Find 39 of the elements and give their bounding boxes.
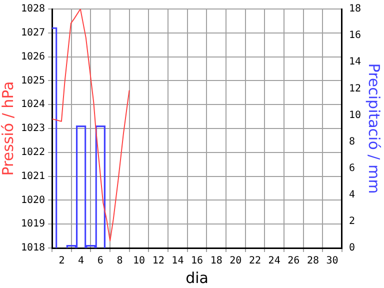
x-tick-label: 26 [288,256,300,267]
y-tick-label: 1020 [20,194,46,206]
y2-tick-label: 2 [348,216,355,228]
y2-tick-label: 6 [348,162,355,174]
y-tick-label: 1025 [20,75,46,86]
y2-tick-label: 18 [348,4,362,15]
y2-tick-label: 8 [348,136,355,148]
x-tick-label: 8 [116,256,123,267]
y-tick-label: 1026 [20,51,46,62]
y-tick-label: 1021 [20,170,46,182]
x-tick-label: 22 [248,256,262,267]
y2-tick-label: 4 [348,189,355,200]
y2-tick-label: 10 [348,110,362,121]
x-tick-label: 2 [58,256,65,267]
y2-tick-label: 0 [348,242,355,254]
x-tick-label: 12 [152,256,164,267]
x-tick-label: 18 [210,256,222,267]
x-tick-label: 30 [326,256,338,267]
x-tick-label: 4 [78,256,84,267]
y-tick-label: 1028 [20,4,46,15]
x-tick-label: 28 [306,256,319,267]
y-tick-label: 1019 [20,218,46,230]
y2-tick-label: 14 [348,56,362,68]
y2-tick-label: 16 [348,30,362,42]
y2-axis-title: Precipitació / mm [365,63,384,194]
y-tick-label: 1018 [20,242,46,254]
x-tick-label: 6 [97,256,104,267]
x-axis-title: dia [186,268,208,287]
y-tick-label: 1023 [20,123,46,134]
y-tick-label: 1027 [20,27,46,38]
x-tick-label: 16 [190,256,204,267]
y-axis-title: Pressió / hPa [0,81,17,176]
y-tick-label: 1022 [20,146,46,158]
x-tick-label: 20 [230,256,242,267]
x-tick-label: 10 [133,256,146,267]
x-tick-label: 14 [172,256,184,267]
x-tick-label: 24 [268,256,280,267]
y-tick-label: 1024 [20,99,46,110]
y2-tick-label: 12 [348,83,362,94]
